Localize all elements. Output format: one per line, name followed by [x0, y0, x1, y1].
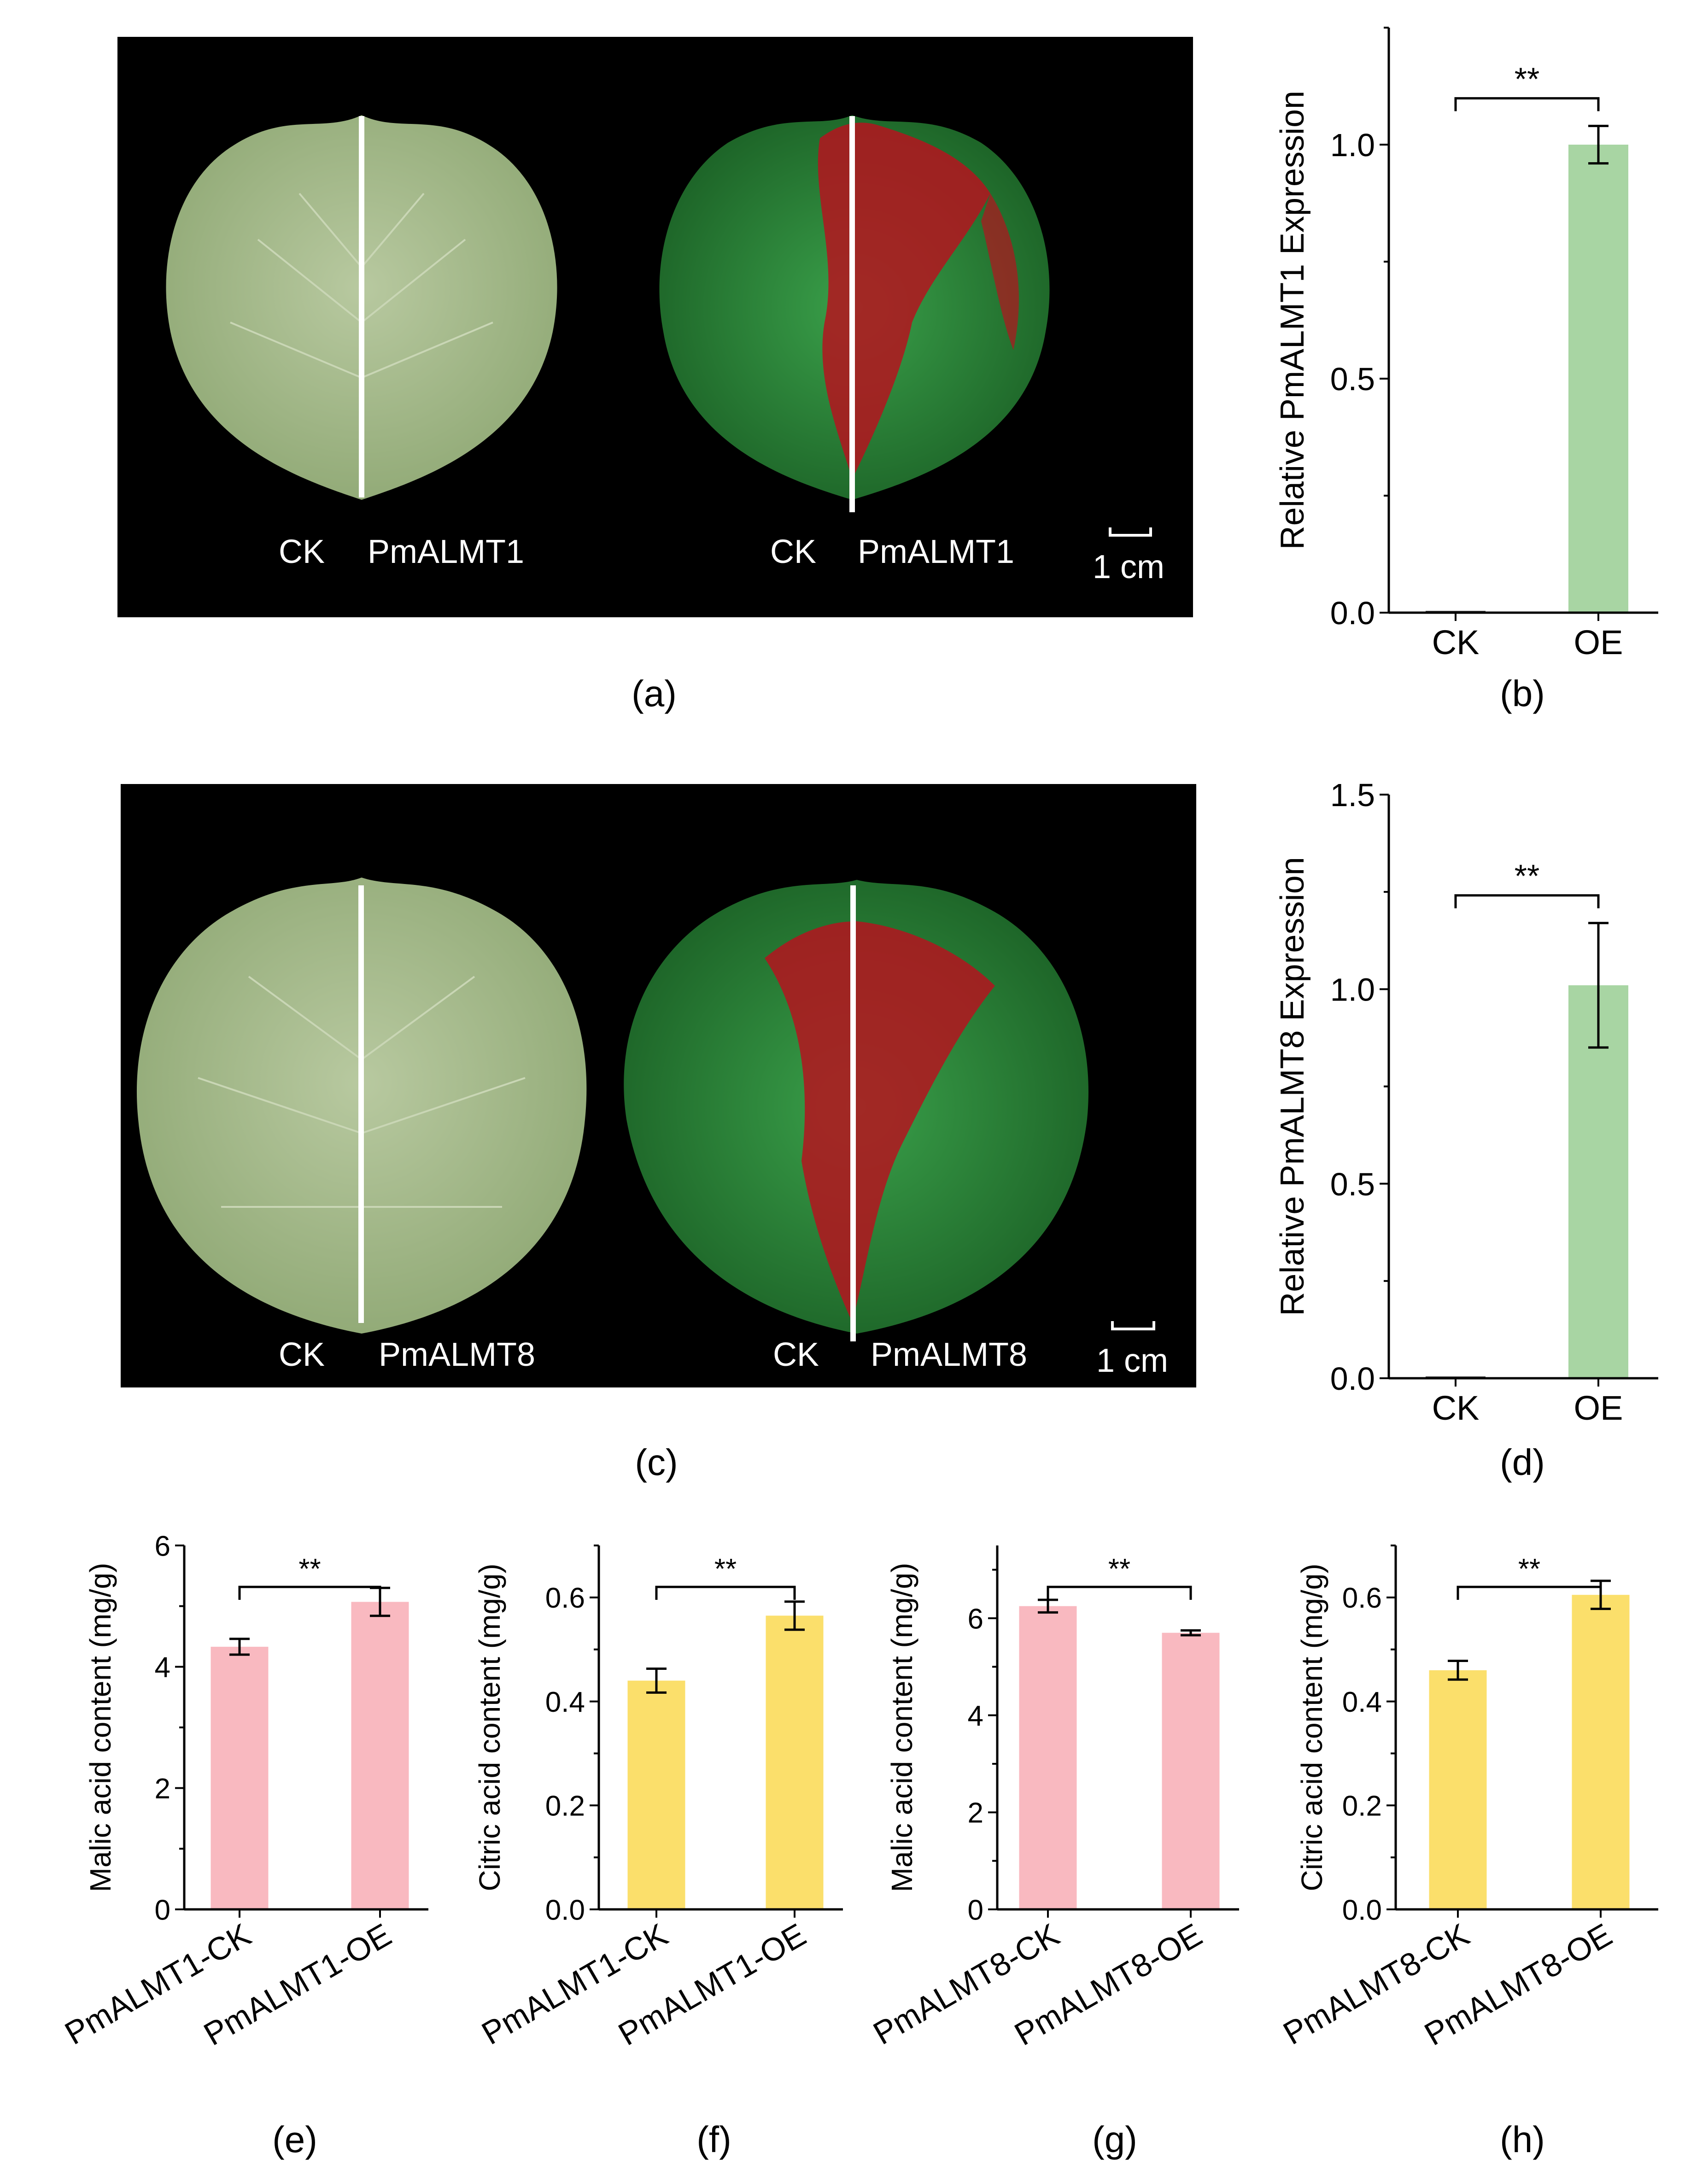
y-tick-label-e: 6	[155, 1530, 170, 1562]
y-tick-label-g: 4	[968, 1700, 983, 1732]
error-bar-g-1	[1181, 1629, 1201, 1637]
y-axis-label-g: Malic acid content (mg/g)	[885, 1563, 918, 1892]
bar-f-0	[627, 1680, 685, 1909]
bar-e-1	[351, 1602, 409, 1909]
y-axis-label-e: Malic acid content (mg/g)	[84, 1563, 117, 1892]
bar-g-1	[1162, 1633, 1220, 1909]
x-tick-label-d: CK	[1432, 1389, 1480, 1427]
y-tick-label-f: 0.6	[545, 1582, 585, 1614]
photo-panel-c: CK PmALMT8 CK PmALMT8 1 cm	[121, 784, 1196, 1387]
significance-label-g: **	[1108, 1553, 1130, 1585]
significance-label-b: **	[1515, 61, 1539, 97]
y-tick-label-b: 1.0	[1330, 127, 1375, 163]
bar-f-1	[766, 1615, 824, 1909]
bar-d-1	[1568, 985, 1628, 1378]
y-tick-label-h: 0.4	[1342, 1686, 1382, 1718]
significance-bracket-e	[238, 1586, 381, 1600]
photo-a-label-gene-left: PmALMT1	[368, 533, 524, 570]
photo-panel-a: CK PmALMT1 CK PmALMT1 1 cm	[117, 37, 1193, 617]
bar-g-0	[1019, 1606, 1077, 1909]
photo-a-label-gene-right: PmALMT1	[858, 533, 1014, 570]
significance-bracket-g	[1047, 1586, 1192, 1600]
bar-h-1	[1572, 1595, 1630, 1909]
error-bar-d-1	[1588, 922, 1609, 1049]
y-tick-label-h: 0.2	[1342, 1791, 1382, 1822]
error-bar-e-0	[229, 1638, 250, 1656]
panel-label-f: (f)	[696, 2119, 731, 2160]
y-tick-label-e: 2	[155, 1773, 170, 1805]
y-tick-label-g: 2	[968, 1797, 983, 1829]
y-tick-label-f: 0.4	[545, 1686, 585, 1718]
y-tick-label-b: 0.0	[1330, 595, 1375, 631]
photo-a-label-ck-left: CK	[279, 533, 325, 570]
panel-label-c: (c)	[635, 1442, 678, 1483]
fluorescent-red-region-c	[765, 921, 995, 1322]
y-axis-label-b: Relative PmALMT1 Expression	[1274, 91, 1311, 550]
y-axis-label-h: Citric acid content (mg/g)	[1295, 1563, 1328, 1891]
error-bar-h-0	[1448, 1660, 1468, 1681]
significance-label-f: **	[714, 1553, 737, 1585]
chart-b: 0.0 0.5 1.0 CK OE Relative PmALMT1 Expression…	[1274, 27, 1658, 661]
y-tick-label-f: 0.0	[545, 1894, 585, 1926]
y-tick-label-e: 0	[155, 1894, 170, 1926]
scale-label-c: 1 cm	[1096, 1342, 1168, 1379]
bar-b-1	[1568, 145, 1628, 613]
x-tick-label-d: OE	[1574, 1389, 1623, 1427]
significance-label-e: **	[298, 1553, 321, 1585]
y-tick-label-f: 0.2	[545, 1791, 585, 1822]
photo-c-label-gene-left: PmALMT8	[379, 1336, 535, 1373]
significance-bracket-b	[1454, 97, 1600, 111]
divider-line-a-left	[359, 116, 364, 497]
divider-line-c-left	[358, 885, 364, 1323]
significance-bracket-d	[1454, 894, 1600, 908]
error-bar-b-1	[1588, 124, 1609, 165]
scale-bar-c	[1111, 1321, 1155, 1330]
chart-d: 0.0 0.5 1.0 1.5 CK OE Relative PmALMT8 Express…	[1274, 777, 1658, 1427]
scale-label-a: 1 cm	[1093, 549, 1164, 585]
y-tick-label-e: 4	[155, 1652, 170, 1684]
panel-label-h: (h)	[1500, 2119, 1545, 2160]
y-axis-label-f: Citric acid content (mg/g)	[473, 1563, 506, 1891]
y-axis-label-d: Relative PmALMT8 Expression	[1274, 857, 1311, 1316]
panel-label-d: (d)	[1500, 1442, 1545, 1483]
panel-label-b: (b)	[1500, 673, 1545, 714]
photo-c-label-ck-left: CK	[279, 1336, 325, 1373]
y-tick-label-h: 0.6	[1342, 1582, 1382, 1614]
significance-label-h: **	[1518, 1553, 1540, 1585]
panel-label-g: (g)	[1092, 2119, 1137, 2160]
divider-line-c-right	[850, 885, 856, 1341]
divider-line-a-right	[849, 116, 855, 512]
y-tick-label-d: 1.0	[1330, 972, 1375, 1008]
error-bar-f-1	[784, 1600, 805, 1631]
y-tick-label-d: 0.0	[1330, 1361, 1375, 1397]
scale-bar-a	[1109, 527, 1152, 537]
bar-h-0	[1429, 1670, 1487, 1909]
photo-c-label-gene-right: PmALMT8	[871, 1336, 1027, 1373]
y-tick-label-g: 6	[968, 1603, 983, 1635]
y-tick-label-g: 0	[968, 1894, 983, 1926]
y-tick-label-d: 0.5	[1330, 1166, 1375, 1202]
significance-bracket-f	[655, 1586, 796, 1600]
panel-label-e: (e)	[272, 2119, 317, 2160]
photo-c-label-ck-right: CK	[773, 1336, 819, 1373]
error-bar-f-0	[646, 1667, 667, 1694]
photo-a-label-ck-right: CK	[770, 533, 816, 570]
y-tick-label-b: 0.5	[1330, 361, 1375, 397]
y-tick-label-h: 0.0	[1342, 1894, 1382, 1926]
y-tick-label-d: 1.5	[1330, 777, 1375, 813]
significance-label-d: **	[1515, 858, 1539, 894]
significance-bracket-h	[1456, 1586, 1602, 1600]
x-tick-label-b: CK	[1432, 623, 1480, 661]
fluorescent-red-region-a	[818, 123, 990, 479]
bar-e-0	[211, 1646, 269, 1909]
panel-label-a: (a)	[632, 673, 677, 714]
x-tick-label-b: OE	[1574, 623, 1623, 661]
